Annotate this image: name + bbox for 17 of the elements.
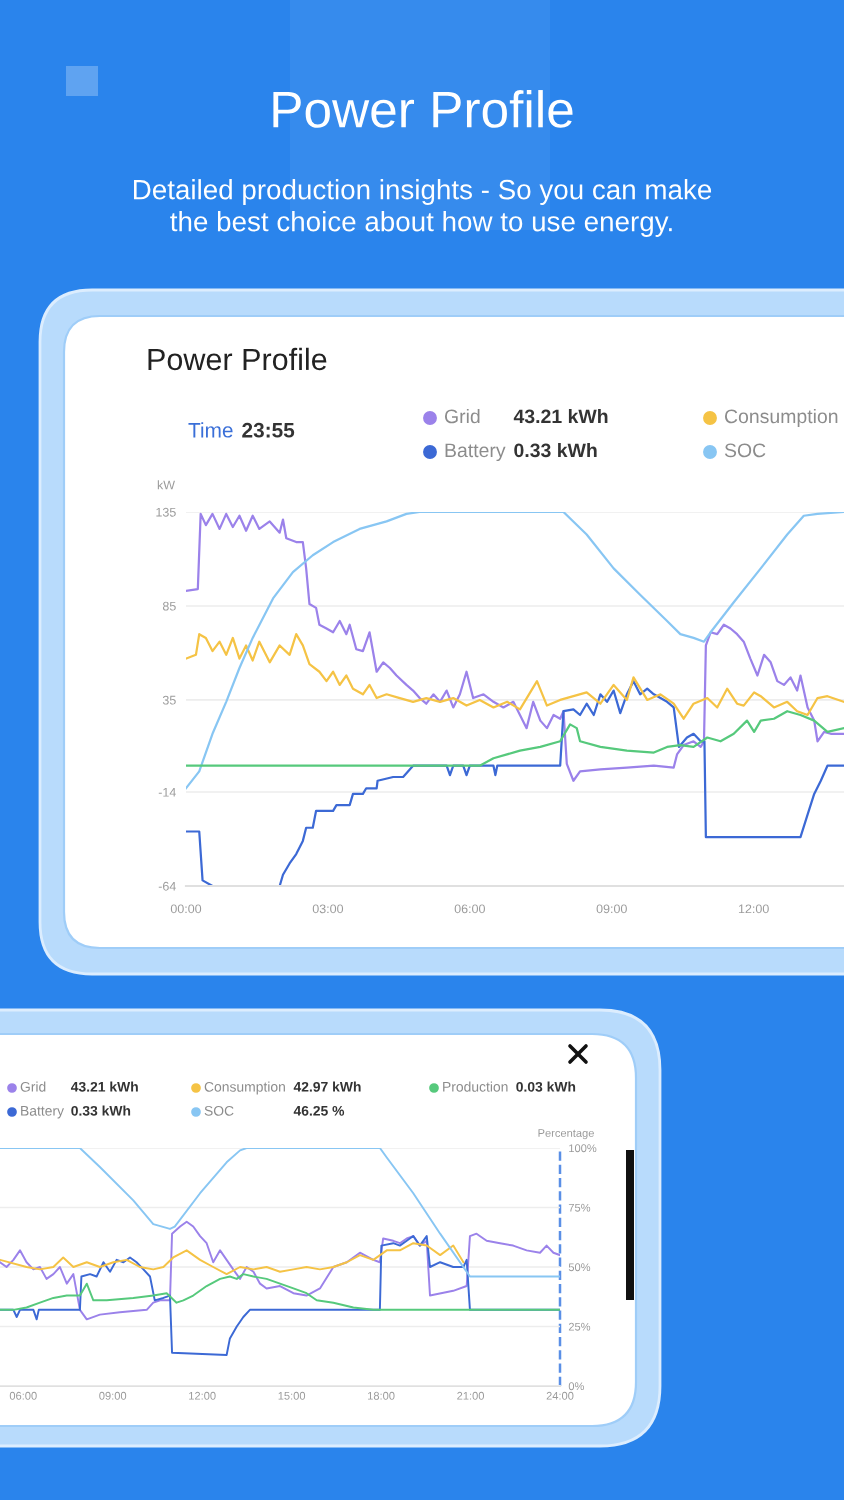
chart-title: Power Profile bbox=[148, 347, 327, 371]
legend-label: SOC bbox=[724, 443, 766, 458]
text: Power Profile bbox=[273, 90, 573, 128]
legend-label: Battery bbox=[445, 443, 506, 462]
line-series bbox=[186, 710, 844, 767]
line-series bbox=[186, 680, 844, 886]
line-series bbox=[0, 1148, 560, 1278]
legend-label: Grid bbox=[444, 408, 480, 424]
line-series bbox=[186, 633, 844, 720]
legend-label: Consumption bbox=[724, 408, 838, 428]
text: Detailed production insights - So you can make the best choice about how to use energy. bbox=[134, 179, 712, 237]
line-series bbox=[0, 1242, 465, 1276]
line-series bbox=[0, 1220, 560, 1321]
line-series bbox=[0, 1273, 560, 1311]
chart-subtitle: Time 23:55 bbox=[188, 422, 295, 438]
text: 0.33 kWh bbox=[514, 442, 597, 458]
text: 43.21 kWh bbox=[513, 408, 608, 424]
